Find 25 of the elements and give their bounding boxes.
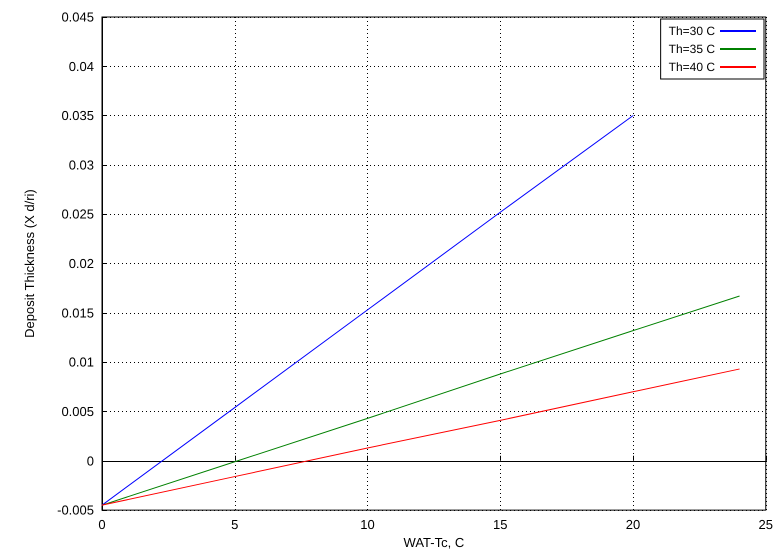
x-tick-label: 0 (98, 517, 106, 532)
x-tick-label: 25 (758, 517, 774, 532)
y-axis-title: Deposit Thickness (X d/ri) (22, 189, 37, 338)
y-tick-label: 0.045 (61, 10, 94, 24)
y-tick-label: -0.005 (57, 502, 94, 518)
y-tick-label: 0.025 (61, 206, 94, 222)
y-tick-label: 0.015 (61, 305, 94, 320)
y-tick-label: 0.01 (68, 354, 94, 370)
legend-label: Th=30 C (668, 24, 716, 38)
legend-label: Th=35 C (668, 42, 716, 56)
y-tick-label: 0.035 (61, 108, 94, 124)
line-series (102, 115, 634, 506)
x-tick-label: 20 (626, 517, 640, 532)
x-tick-label: 10 (360, 517, 375, 532)
y-tick-label: 0.04 (68, 58, 94, 74)
y-tick-label: 0 (86, 453, 94, 468)
line-series (102, 296, 740, 506)
legend-label: Th=40 C (668, 60, 716, 74)
y-tick-label: 0.005 (61, 404, 94, 419)
y-tick-label: 0.03 (68, 157, 94, 172)
x-tick-label: 15 (493, 517, 508, 532)
x-axis-title: WAT-Tc, C (404, 535, 464, 550)
x-tick-label: 5 (231, 517, 238, 532)
y-tick-label: 0.02 (68, 256, 94, 272)
line-series (102, 368, 740, 506)
